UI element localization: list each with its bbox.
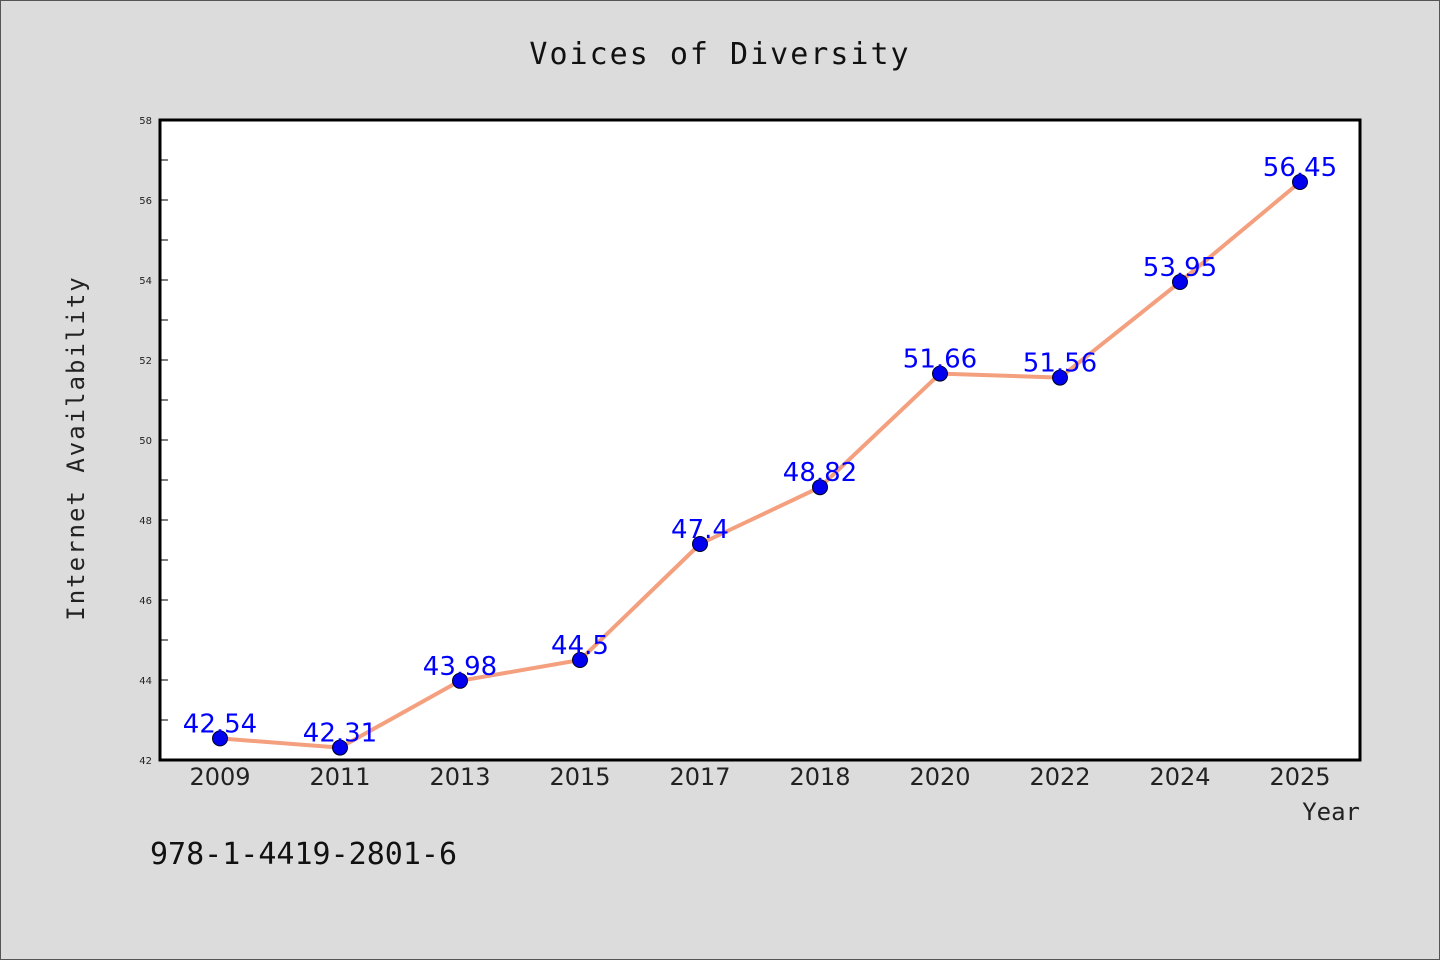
plot-border [158, 118, 1362, 762]
data-point [212, 730, 228, 747]
data-point [692, 536, 708, 552]
plot-area [160, 120, 1360, 760]
x-tick-label: 2018 [789, 763, 850, 791]
y-tick-label: 56 [139, 196, 152, 207]
isbn-text: 978-1-4419-2801-6 [150, 837, 457, 872]
y-axis-label: Internet Availability [62, 275, 90, 620]
data-point [572, 652, 588, 668]
data-labels: 42.54 42.31 43.98 44.5 47.4 48.82 51.66 51.56 53… [183, 153, 1337, 749]
data-label: 56.45 [1263, 153, 1337, 183]
data-label: 51.56 [1023, 349, 1097, 379]
data-point [1292, 174, 1308, 190]
y-tick-label: 46 [139, 596, 152, 607]
x-tick-label: 2025 [1269, 763, 1330, 791]
series-markers [212, 174, 1308, 756]
data-label: 51.66 [903, 345, 977, 375]
data-label: 44.5 [551, 631, 609, 661]
data-point [332, 739, 348, 756]
y-tick-label: 58 [139, 116, 152, 127]
data-point [932, 365, 948, 382]
x-tick-label: 2022 [1029, 763, 1090, 791]
y-tick-label: 44 [139, 676, 152, 687]
data-label: 48.82 [783, 458, 857, 488]
x-tick-label: 2024 [1149, 763, 1210, 791]
x-tick-label: 2020 [909, 763, 970, 791]
data-label: 42.54 [183, 709, 257, 739]
y-tick-label: 42 [139, 756, 152, 767]
y-tick-label: 48 [139, 516, 152, 527]
series-line [219, 180, 1302, 750]
y-tick-label: 54 [139, 276, 152, 287]
data-point [812, 479, 828, 496]
data-label: 47.4 [671, 515, 729, 545]
x-axis-label: Year [1302, 798, 1360, 826]
x-tick-label: 2013 [429, 763, 490, 791]
x-tick-label: 2015 [549, 763, 610, 791]
x-tick-label: 2009 [189, 763, 250, 791]
data-point [452, 672, 468, 689]
data-label: 42.31 [303, 719, 377, 749]
chart-title: Voices of Diversity [529, 37, 910, 72]
data-point [1172, 274, 1188, 290]
x-tick-label: 2011 [309, 763, 370, 791]
data-label: 53.95 [1143, 253, 1217, 283]
y-axis-tick-labels: 42 44 46 48 50 52 54 56 58 [139, 116, 152, 767]
data-label: 43.98 [423, 652, 497, 682]
x-axis-tick-labels: 2009 2011 2013 2015 2017 2018 2020 2022 2024 2025 [189, 763, 1330, 791]
y-tick-label: 50 [139, 436, 152, 447]
data-point [1052, 369, 1068, 386]
y-tick-label: 52 [139, 356, 152, 367]
x-tick-label: 2017 [669, 763, 730, 791]
